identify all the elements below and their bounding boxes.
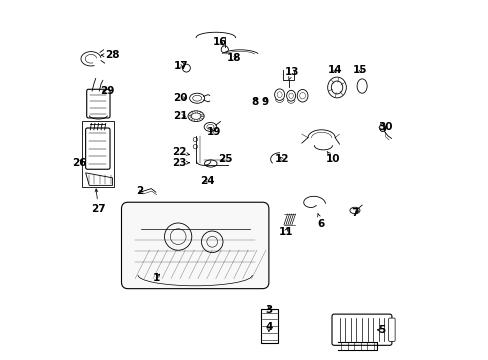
Text: 3: 3 [264, 305, 272, 315]
Text: 10: 10 [325, 152, 340, 164]
Text: 19: 19 [206, 127, 221, 136]
Text: 13: 13 [284, 67, 299, 80]
Text: 15: 15 [352, 64, 367, 75]
Text: 28: 28 [101, 50, 120, 60]
FancyBboxPatch shape [85, 128, 110, 169]
Text: 6: 6 [317, 213, 324, 229]
Text: 27: 27 [91, 189, 105, 215]
Text: 5: 5 [377, 325, 385, 335]
Bar [260, 309, 277, 343]
Bar [82, 121, 113, 187]
Text: 25: 25 [218, 154, 233, 164]
Text: 18: 18 [226, 53, 241, 63]
Text: 24: 24 [200, 176, 215, 186]
Text: 26: 26 [72, 158, 86, 168]
Text: 1: 1 [153, 273, 160, 283]
Text: 11: 11 [278, 227, 292, 237]
Text: 16: 16 [212, 37, 227, 47]
Text: 30: 30 [377, 122, 391, 132]
Text: 20: 20 [173, 93, 187, 103]
FancyBboxPatch shape [121, 202, 268, 289]
Text: 29: 29 [100, 86, 115, 96]
Text: 12: 12 [274, 154, 289, 164]
Text: 17: 17 [173, 61, 187, 71]
Text: 21: 21 [173, 111, 187, 121]
Text: 9: 9 [261, 97, 268, 107]
Text: 23: 23 [172, 158, 189, 168]
Text: 7: 7 [350, 208, 358, 218]
FancyBboxPatch shape [331, 314, 391, 345]
FancyBboxPatch shape [388, 318, 394, 341]
Text: 22: 22 [172, 147, 189, 157]
Text: 8: 8 [250, 97, 258, 107]
Text: 14: 14 [327, 64, 342, 75]
FancyBboxPatch shape [86, 89, 110, 118]
Text: 2: 2 [136, 186, 143, 197]
Text: 4: 4 [264, 322, 272, 332]
